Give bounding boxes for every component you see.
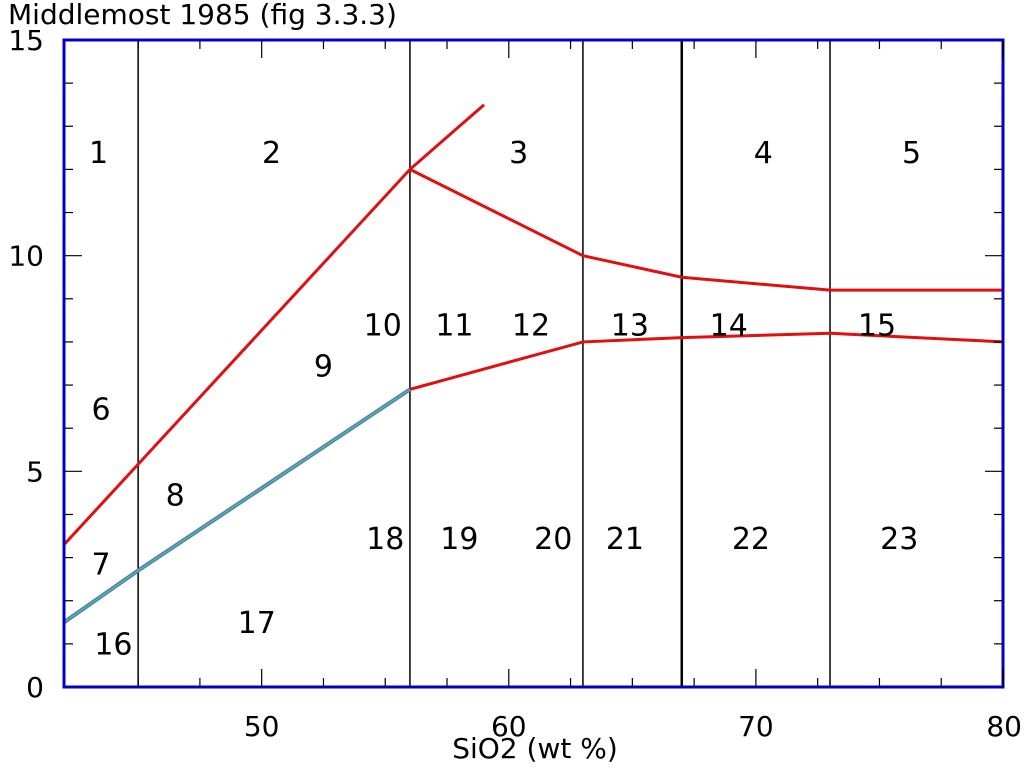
field-label: 11 — [435, 308, 473, 343]
field-label: 3 — [509, 136, 528, 171]
field-label: 6 — [92, 392, 111, 427]
y-tick-label: 10 — [8, 240, 44, 273]
y-tick-label: 5 — [26, 455, 44, 488]
series-line — [409, 331, 1004, 391]
series-line — [63, 388, 411, 624]
chart-title: Middlemost 1985 (fig 3.3.3) — [8, 0, 397, 31]
field-label: 15 — [858, 308, 896, 343]
field-label: 14 — [710, 308, 748, 343]
x-tick-label: 60 — [491, 710, 527, 743]
x-tick-label: 80 — [986, 710, 1022, 743]
x-axis-label: SiO2 (wt %) — [452, 732, 618, 765]
field-label: 17 — [238, 606, 276, 641]
field-label: 4 — [754, 136, 773, 171]
field-label: 13 — [611, 308, 649, 343]
series-line — [409, 168, 1003, 292]
y-tick-label: 0 — [26, 671, 44, 704]
field-label: 22 — [732, 522, 770, 557]
field-label: 19 — [440, 522, 478, 557]
field-label: 12 — [512, 308, 550, 343]
field-label: 23 — [880, 522, 918, 557]
field-label: 9 — [314, 349, 333, 384]
field-label: 16 — [94, 628, 132, 663]
field-label: 10 — [364, 308, 402, 343]
field-label: 7 — [92, 548, 111, 583]
field-label: 8 — [166, 479, 185, 514]
field-label: 1 — [89, 136, 108, 171]
field-label: 18 — [366, 522, 404, 557]
x-tick-label: 50 — [244, 710, 280, 743]
y-tick-label: 15 — [8, 24, 44, 57]
field-label: 5 — [902, 136, 921, 171]
field-label: 2 — [262, 136, 281, 171]
x-tick-label: 70 — [738, 710, 774, 743]
field-label: 20 — [534, 522, 572, 557]
plot-frame — [62, 38, 1005, 689]
field-label: 21 — [606, 522, 644, 557]
